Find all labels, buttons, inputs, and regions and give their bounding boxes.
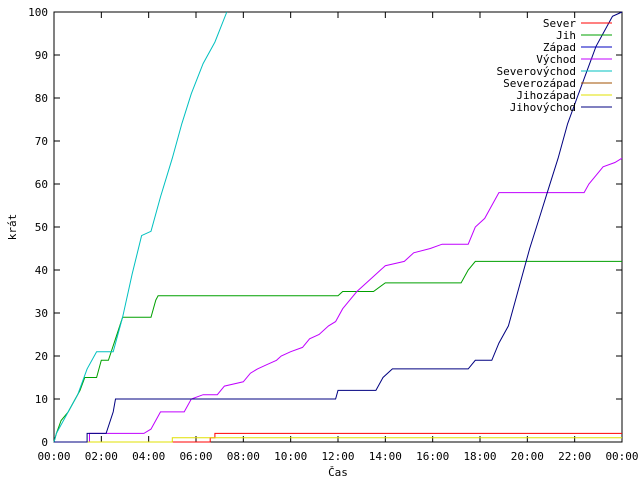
y-axis: 0 10 20 30 40 50 60 70 80 90 100: [28, 6, 622, 449]
y-tick-label: 30: [35, 307, 48, 320]
legend-label: Severozápad: [503, 77, 576, 90]
y-tick-label: 80: [35, 92, 48, 105]
x-tick-label: 12:00: [321, 450, 354, 463]
series-line-7: [54, 11, 623, 443]
legend-label: Sever: [543, 17, 576, 30]
y-tick-label: 60: [35, 178, 48, 191]
y-tick-label: 0: [41, 436, 48, 449]
x-tick-label: 06:00: [179, 450, 212, 463]
series-line-4: [53, 11, 228, 443]
series-line-6: [54, 437, 622, 443]
y-tick-label: 50: [35, 221, 48, 234]
y-tick-label: 100: [28, 6, 48, 19]
legend-label: Severovýchod: [497, 65, 576, 78]
x-axis: 00:00 02:00 04:00 06:00 08:00 10:00 12:00 14:00…: [37, 12, 639, 463]
x-tick-label: 00:00: [605, 450, 638, 463]
x-tick-label: 00:00: [37, 450, 70, 463]
y-axis-title: krát: [6, 214, 19, 241]
y-tick-label: 70: [35, 135, 48, 148]
x-tick-label: 04:00: [132, 450, 165, 463]
y-tick-label: 10: [35, 393, 48, 406]
y-tick-label: 90: [35, 49, 48, 62]
x-tick-label: 10:00: [274, 450, 307, 463]
legend-label: Jihozápad: [516, 89, 576, 102]
x-tick-label: 22:00: [558, 450, 591, 463]
series-lines: [53, 11, 623, 443]
y-tick-label: 40: [35, 264, 48, 277]
x-tick-label: 16:00: [416, 450, 449, 463]
y-tick-label: 20: [35, 350, 48, 363]
legend-label: Jih: [556, 29, 576, 42]
x-tick-label: 18:00: [463, 450, 496, 463]
legend-label: Jihovýchod: [510, 101, 576, 114]
series-line-3: [54, 157, 623, 443]
legend-label: Západ: [543, 41, 576, 54]
series-line-1: [53, 260, 622, 443]
legend-label: Východ: [536, 53, 576, 66]
legend: SeverJihZápadVýchodSeverovýchodSeverozáp…: [497, 17, 612, 114]
x-tick-label: 20:00: [511, 450, 544, 463]
x-axis-title: Čas: [328, 466, 348, 479]
x-tick-label: 02:00: [85, 450, 118, 463]
x-tick-label: 14:00: [369, 450, 402, 463]
x-tick-label: 08:00: [227, 450, 260, 463]
